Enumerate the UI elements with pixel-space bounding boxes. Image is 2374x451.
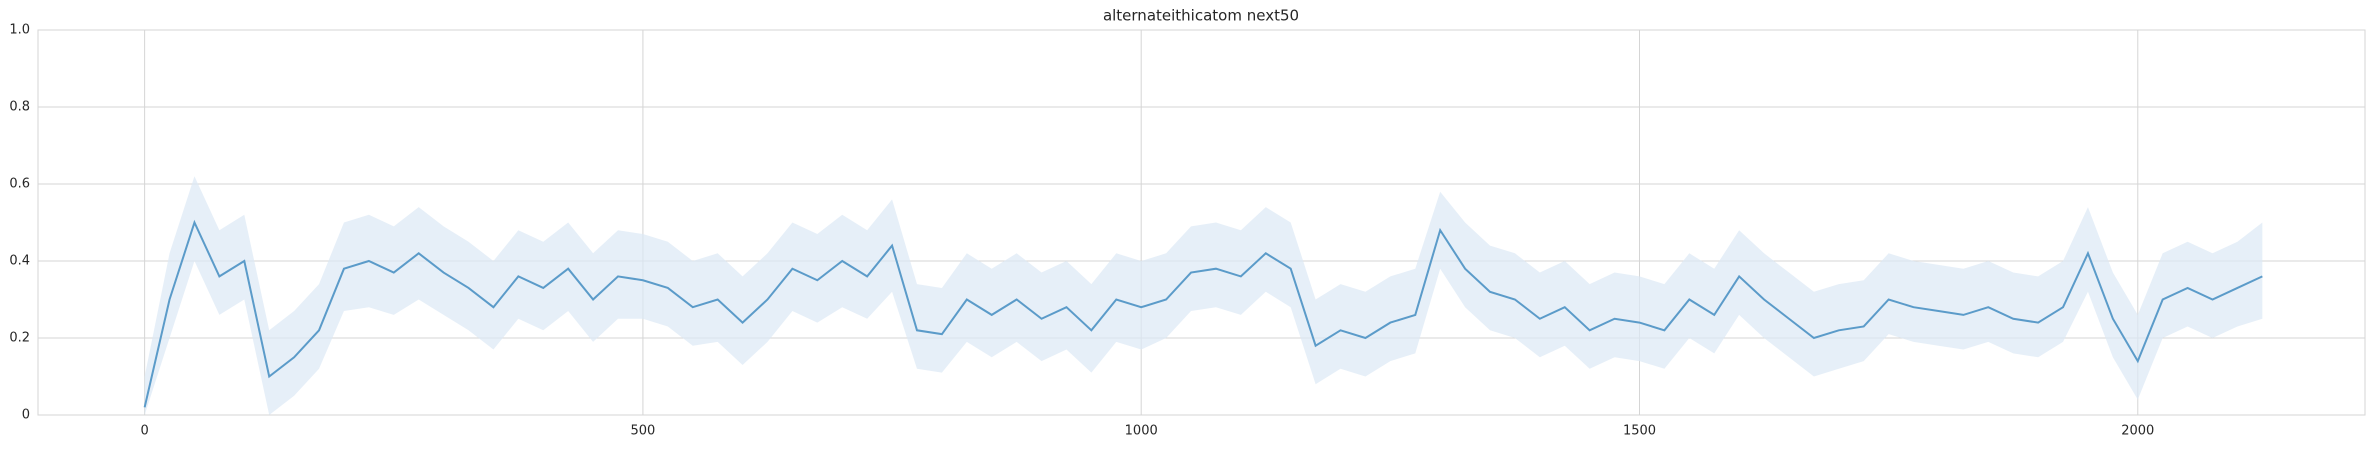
y-tick-label: 0.2 <box>9 331 30 346</box>
y-tick-label: 0.4 <box>9 254 30 269</box>
chart-title: alternateithicatom next50 <box>1103 7 1299 25</box>
x-tick-label: 0 <box>140 424 148 439</box>
y-tick-label: 0.6 <box>9 177 30 192</box>
y-tick-label: 0 <box>22 408 30 423</box>
x-tick-label: 1000 <box>1125 424 1158 439</box>
plot-frame <box>37 29 2366 416</box>
y-tick-label: 1.0 <box>9 23 30 38</box>
x-tick-label: 1500 <box>1623 424 1656 439</box>
x-tick-label: 500 <box>631 424 656 439</box>
x-tick-label: 2000 <box>2121 424 2154 439</box>
y-tick-label: 0.8 <box>9 100 30 115</box>
confidence-band <box>144 176 2263 415</box>
data-line <box>143 219 2263 408</box>
